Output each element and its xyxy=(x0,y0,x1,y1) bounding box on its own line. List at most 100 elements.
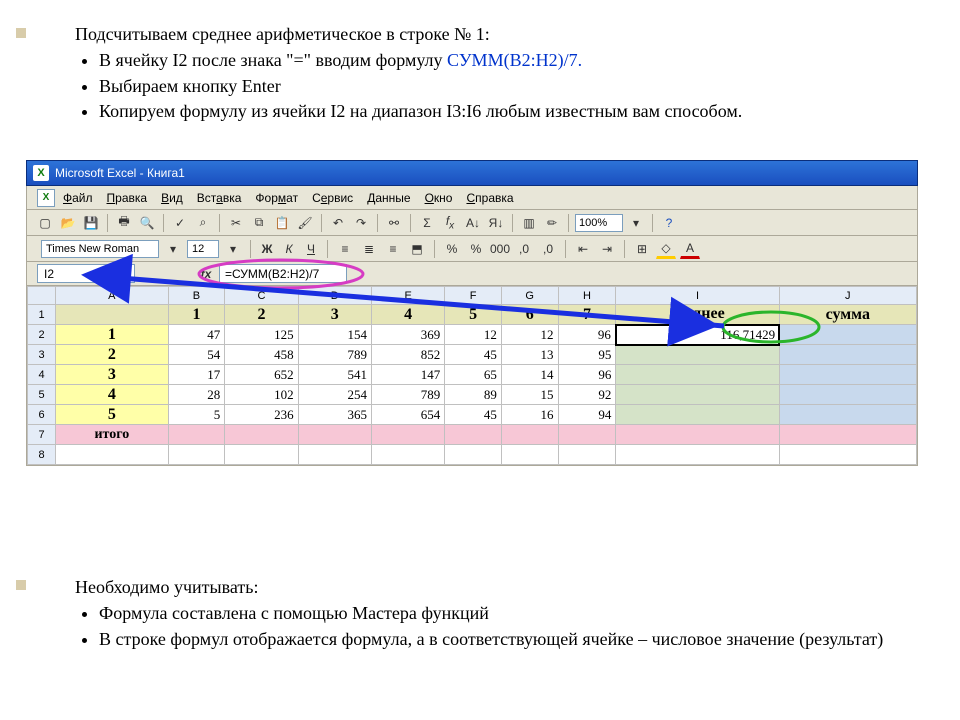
col-header[interactable]: I xyxy=(616,287,779,305)
cell[interactable] xyxy=(501,445,558,465)
cell[interactable]: 154 xyxy=(298,325,371,345)
cell[interactable] xyxy=(779,325,916,345)
dec-indent-icon[interactable]: ⇤ xyxy=(573,239,593,259)
fx-icon[interactable]: fx xyxy=(440,213,460,233)
font-size-box[interactable]: 12 xyxy=(187,240,219,258)
size-dropdown-icon[interactable]: ▾ xyxy=(223,239,243,259)
row-header[interactable]: 4 xyxy=(28,365,56,385)
font-color-icon[interactable]: A xyxy=(680,239,700,259)
zoom-dropdown-icon[interactable]: ▾ xyxy=(626,213,646,233)
cell[interactable]: 789 xyxy=(298,345,371,365)
cell[interactable]: 147 xyxy=(371,365,444,385)
drawing-icon[interactable]: ✏ xyxy=(542,213,562,233)
cell[interactable]: 45 xyxy=(445,345,502,365)
menu-window[interactable]: Окно xyxy=(425,191,453,205)
cell[interactable]: среднее xyxy=(616,305,779,325)
cell[interactable] xyxy=(779,385,916,405)
cell[interactable]: итого xyxy=(56,425,169,445)
cell[interactable] xyxy=(225,445,298,465)
select-all-corner[interactable] xyxy=(28,287,56,305)
menu-view[interactable]: Вид xyxy=(161,191,183,205)
cell[interactable]: 852 xyxy=(371,345,444,365)
cell[interactable] xyxy=(779,425,916,445)
col-header[interactable]: J xyxy=(779,287,916,305)
cell[interactable] xyxy=(298,425,371,445)
sort-desc-icon[interactable]: Я↓ xyxy=(486,213,506,233)
italic-icon[interactable]: К xyxy=(280,239,298,259)
cell[interactable]: 54 xyxy=(168,345,225,365)
cell[interactable]: 15 xyxy=(501,385,558,405)
cell[interactable]: 96 xyxy=(558,325,616,345)
cell[interactable]: 789 xyxy=(371,385,444,405)
open-icon[interactable]: 📂 xyxy=(58,213,78,233)
col-header[interactable]: H xyxy=(558,287,616,305)
cell[interactable] xyxy=(779,405,916,425)
cell[interactable]: 7 xyxy=(558,305,616,325)
comma-icon[interactable]: 000 xyxy=(490,239,510,259)
chart-icon[interactable]: ▥ xyxy=(519,213,539,233)
zoom-box[interactable]: 100% xyxy=(575,214,623,232)
cell[interactable]: 4 xyxy=(56,385,169,405)
cell[interactable] xyxy=(616,425,779,445)
paste-icon[interactable]: 📋 xyxy=(272,213,292,233)
menu-format[interactable]: Формат xyxy=(255,191,298,205)
cell[interactable] xyxy=(616,445,779,465)
currency-icon[interactable]: % xyxy=(442,239,462,259)
cell[interactable] xyxy=(779,365,916,385)
cell[interactable]: 16 xyxy=(501,405,558,425)
cell[interactable]: 96 xyxy=(558,365,616,385)
cut-icon[interactable]: ✂ xyxy=(226,213,246,233)
cell[interactable] xyxy=(779,445,916,465)
cell[interactable]: 654 xyxy=(371,405,444,425)
cell[interactable]: 47 xyxy=(168,325,225,345)
cell[interactable]: 652 xyxy=(225,365,298,385)
merge-icon[interactable]: ⬒ xyxy=(407,239,427,259)
cell-selected[interactable]: 116,71429 xyxy=(616,325,779,345)
fill-color-icon[interactable]: ◇ xyxy=(656,239,676,259)
col-header[interactable]: C xyxy=(225,287,298,305)
cell[interactable]: 236 xyxy=(225,405,298,425)
cell[interactable]: 12 xyxy=(501,325,558,345)
cell[interactable]: 254 xyxy=(298,385,371,405)
col-header[interactable]: B xyxy=(168,287,225,305)
spell-icon[interactable]: ✓ xyxy=(170,213,190,233)
cell[interactable] xyxy=(616,385,779,405)
help-icon[interactable]: ? xyxy=(659,213,679,233)
cell[interactable]: 94 xyxy=(558,405,616,425)
cell[interactable]: 28 xyxy=(168,385,225,405)
cell[interactable]: 365 xyxy=(298,405,371,425)
cell[interactable]: 541 xyxy=(298,365,371,385)
menu-insert[interactable]: Вставка xyxy=(197,191,242,205)
row-header[interactable]: 8 xyxy=(28,445,56,465)
cell[interactable]: 95 xyxy=(558,345,616,365)
align-left-icon[interactable]: ≡ xyxy=(335,239,355,259)
col-header[interactable]: D xyxy=(298,287,371,305)
undo-icon[interactable]: ↶ xyxy=(328,213,348,233)
inc-decimal-icon[interactable]: ,0 xyxy=(514,239,534,259)
formula-input[interactable]: =СУММ(B2:H2)/7 xyxy=(219,264,347,283)
cell[interactable]: 45 xyxy=(445,405,502,425)
cell[interactable] xyxy=(371,445,444,465)
redo-icon[interactable]: ↷ xyxy=(351,213,371,233)
percent-icon[interactable]: % xyxy=(466,239,486,259)
underline-icon[interactable]: Ч xyxy=(302,239,320,259)
cell[interactable]: 369 xyxy=(371,325,444,345)
cell[interactable] xyxy=(56,445,169,465)
name-box[interactable]: I2 xyxy=(37,264,135,283)
row-header[interactable]: 3 xyxy=(28,345,56,365)
cell[interactable]: 65 xyxy=(445,365,502,385)
inc-indent-icon[interactable]: ⇥ xyxy=(597,239,617,259)
borders-icon[interactable]: ⊞ xyxy=(632,239,652,259)
cell[interactable]: 2 xyxy=(56,345,169,365)
cell[interactable]: 13 xyxy=(501,345,558,365)
align-right-icon[interactable]: ≡ xyxy=(383,239,403,259)
align-center-icon[interactable]: ≣ xyxy=(359,239,379,259)
cell[interactable] xyxy=(168,445,225,465)
font-dropdown-icon[interactable]: ▾ xyxy=(163,239,183,259)
cell[interactable]: 3 xyxy=(56,365,169,385)
cell[interactable] xyxy=(501,425,558,445)
font-name-box[interactable]: Times New Roman xyxy=(41,240,159,258)
cell[interactable] xyxy=(445,425,502,445)
cell[interactable]: 2 xyxy=(225,305,298,325)
cell[interactable]: 1 xyxy=(168,305,225,325)
